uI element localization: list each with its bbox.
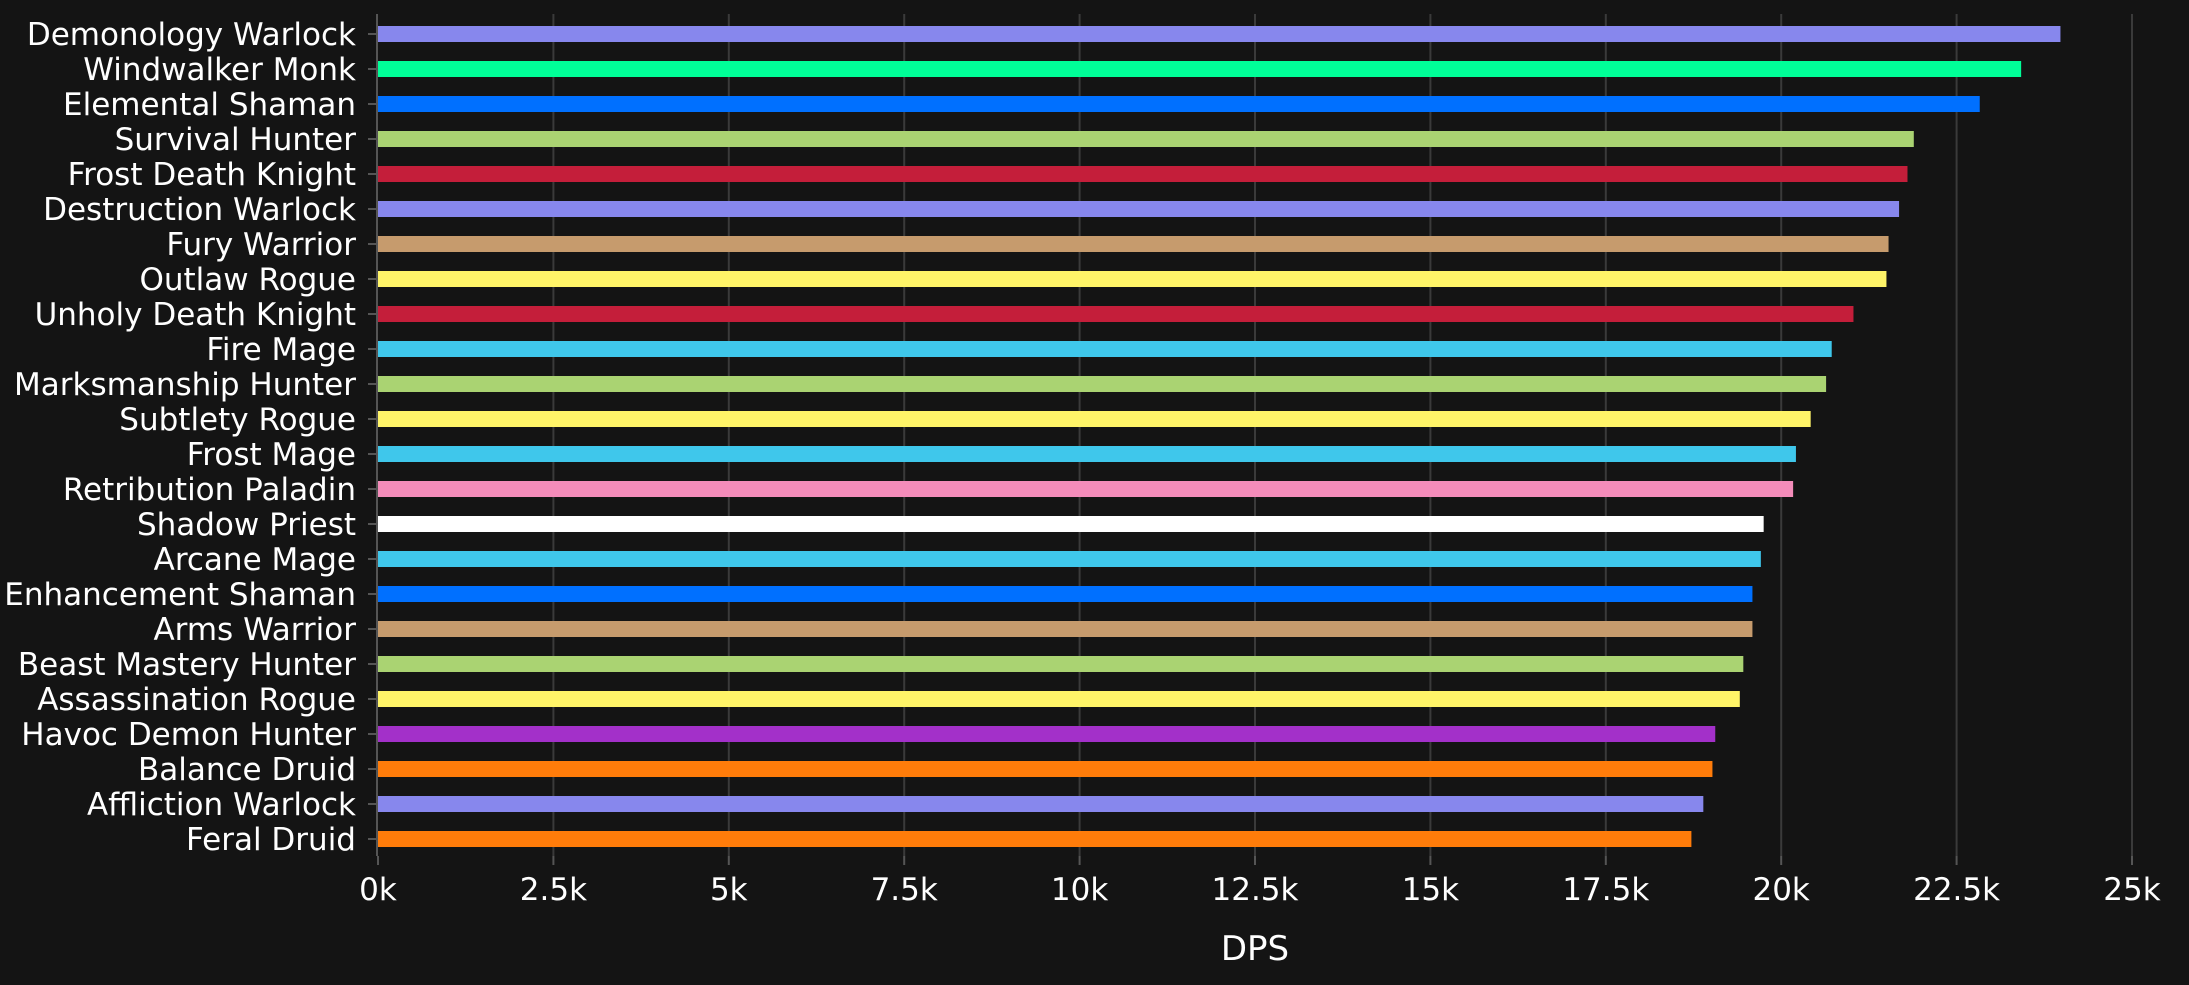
bar <box>378 166 1908 182</box>
category-label: Fury Warrior <box>166 227 356 263</box>
bar <box>378 376 1827 392</box>
bar <box>378 26 2061 42</box>
category-label: Feral Druid <box>186 822 356 858</box>
bar <box>378 586 1753 602</box>
x-tick-label: 5k <box>710 872 748 908</box>
x-tick-label: 10k <box>1051 872 1108 908</box>
category-label: Subtlety Rogue <box>119 402 356 438</box>
x-tick-label: 25k <box>2103 872 2160 908</box>
category-label: Marksmanship Hunter <box>14 367 356 403</box>
x-tick-label: 2.5k <box>520 872 587 908</box>
bar <box>378 726 1716 742</box>
axes <box>368 14 2133 865</box>
category-label: Outlaw Rogue <box>139 262 356 298</box>
bar <box>378 201 1900 217</box>
bar <box>378 621 1753 637</box>
category-label: Frost Mage <box>187 437 356 473</box>
bars <box>378 26 2061 847</box>
bar <box>378 656 1744 672</box>
bar <box>378 271 1887 287</box>
bar <box>378 411 1811 427</box>
category-label: Retribution Paladin <box>63 472 356 508</box>
category-label: Destruction Warlock <box>43 192 356 228</box>
category-label: Unholy Death Knight <box>35 297 356 333</box>
bar <box>378 796 1704 812</box>
category-label: Assassination Rogue <box>37 682 356 718</box>
bar <box>378 306 1854 322</box>
x-tick-label: 12.5k <box>1212 872 1299 908</box>
bar <box>378 131 1914 147</box>
bar <box>378 446 1796 462</box>
bar <box>378 481 1794 497</box>
category-label: Fire Mage <box>206 332 356 368</box>
category-label: Shadow Priest <box>137 507 356 543</box>
x-tick-labels: 0k 2.5k 5k 7.5k 10k 12.5k 15k 17.5k 20k 22.5k 25k <box>359 872 2161 908</box>
x-tick-label: 17.5k <box>1562 872 1649 908</box>
category-label: Survival Hunter <box>115 122 357 158</box>
x-tick-label: 20k <box>1752 872 1809 908</box>
category-label: Havoc Demon Hunter <box>21 717 356 753</box>
category-label: Elemental Shaman <box>63 87 356 123</box>
category-label: Balance Druid <box>138 752 356 788</box>
bar <box>378 761 1713 777</box>
bar <box>378 236 1889 252</box>
x-tick-label: 0k <box>359 872 397 908</box>
category-label: Windwalker Monk <box>83 52 356 88</box>
category-label: Beast Mastery Hunter <box>18 647 356 683</box>
category-label: Frost Death Knight <box>68 157 356 193</box>
category-label: Demonology Warlock <box>27 17 356 53</box>
x-tick-label: 15k <box>1402 872 1459 908</box>
category-label: Enhancement Shaman <box>4 577 356 613</box>
bar <box>378 96 1980 112</box>
x-tick-label: 7.5k <box>871 872 938 908</box>
x-axis-title: DPS <box>1221 929 1289 969</box>
category-label: Affliction Warlock <box>87 787 356 823</box>
bar <box>378 831 1692 847</box>
bar <box>378 61 2022 77</box>
grid-lines <box>552 14 2133 856</box>
category-label: Arcane Mage <box>154 542 356 578</box>
x-tick-label: 22.5k <box>1913 872 2000 908</box>
bar <box>378 551 1761 567</box>
bar <box>378 341 1832 357</box>
bar <box>378 691 1740 707</box>
category-label: Arms Warrior <box>153 612 356 648</box>
bar <box>378 516 1764 532</box>
